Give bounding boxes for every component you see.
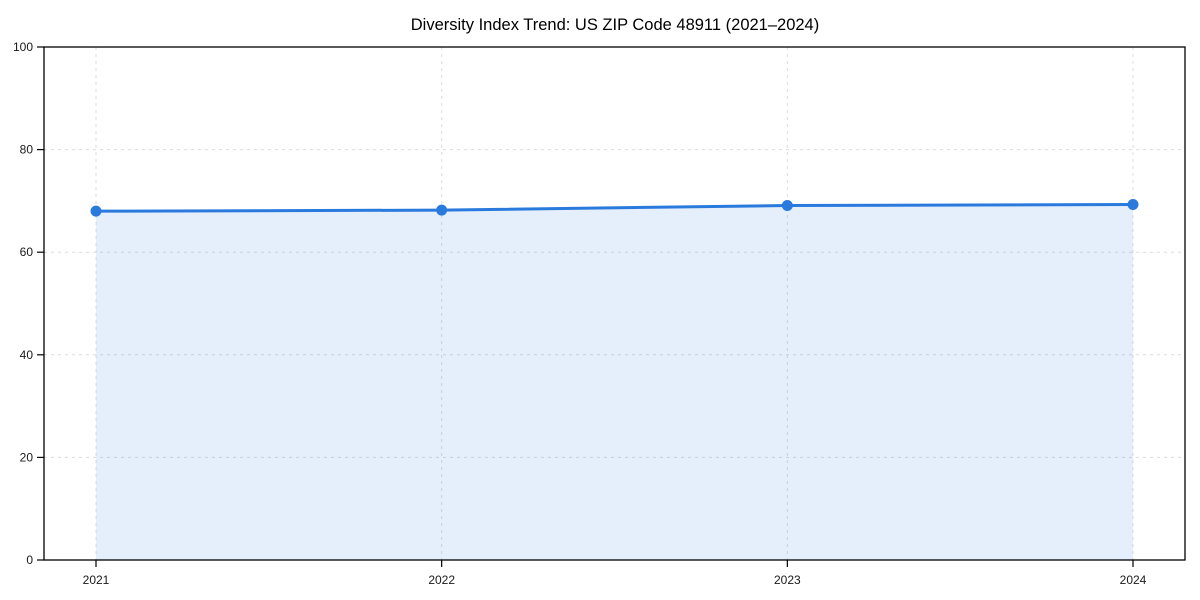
x-axis-tick-label: 2024 <box>1120 573 1147 587</box>
y-axis-tick-label: 60 <box>20 245 34 259</box>
chart-title: Diversity Index Trend: US ZIP Code 48911… <box>411 16 819 34</box>
data-point-marker <box>1127 198 1139 210</box>
x-axis-tick-label: 2023 <box>774 573 801 587</box>
area-fill <box>96 204 1133 560</box>
x-axis-tick-label: 2022 <box>428 573 455 587</box>
trend-line <box>94 202 1135 213</box>
y-axis-tick-label: 0 <box>26 553 33 567</box>
data-point-marker <box>436 204 448 216</box>
y-axis-tick-label: 80 <box>20 143 34 157</box>
y-axis-tick-label: 100 <box>13 40 33 54</box>
x-axis-tick-label: 2021 <box>83 573 110 587</box>
axis-box <box>43 46 1186 561</box>
y-axis-tick-label: 40 <box>20 348 34 362</box>
y-axis-tick-label: 20 <box>20 450 34 464</box>
data-point-marker <box>781 200 793 212</box>
data-point-marker <box>90 205 102 217</box>
